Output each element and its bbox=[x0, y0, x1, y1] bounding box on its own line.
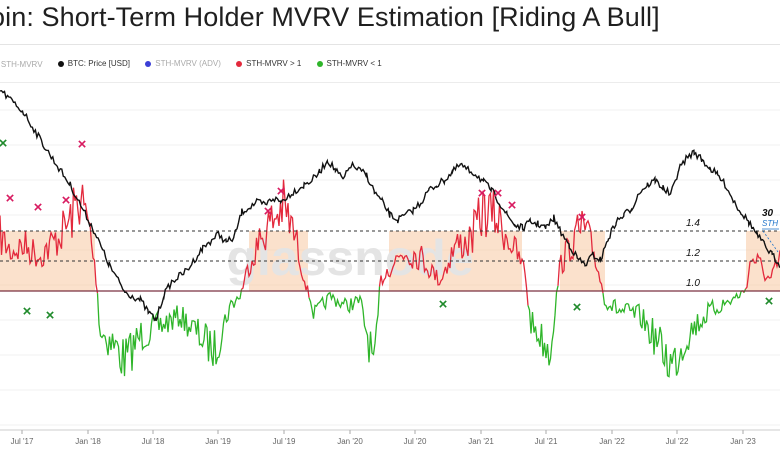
x-tick-label: Jul '19 bbox=[273, 437, 296, 446]
annotation-leader bbox=[762, 230, 779, 253]
sth-mvrv-above-1-line bbox=[0, 184, 99, 294]
x-tick-label: Jan '23 bbox=[730, 437, 756, 446]
cycle-top-marker: × bbox=[62, 192, 71, 209]
legend-divider bbox=[0, 82, 780, 83]
sth-mvrv-above-1-line bbox=[241, 179, 310, 298]
reference-label: 1.0 bbox=[686, 278, 700, 289]
x-tick-label: Jul '17 bbox=[11, 437, 34, 446]
sth-mvrv-below-1-line bbox=[527, 285, 559, 366]
x-tick-label: Jan '19 bbox=[205, 437, 231, 446]
watermark: glassnode bbox=[226, 230, 473, 286]
legend-label: STH-MVRV < 1 bbox=[326, 59, 382, 68]
annotation-value: 30 bbox=[762, 208, 774, 219]
legend-swatch-icon bbox=[57, 60, 64, 67]
annotation-subtext: STH bbox=[762, 219, 778, 228]
cycle-top-marker: × bbox=[578, 209, 587, 226]
legend-item-sth-mvrv[interactable]: = STH-MVRV bbox=[0, 60, 43, 69]
x-tick-label: Jan '21 bbox=[468, 437, 494, 446]
legend-label: = STH-MVRV bbox=[0, 59, 43, 69]
legend-item-sth-mvrv-adv[interactable]: STH-MVRV (ADV) bbox=[145, 59, 221, 68]
x-tick-label: Jan '22 bbox=[599, 437, 625, 446]
cycle-bottom-marker: × bbox=[765, 293, 774, 310]
legend-label: STH-MVRV > 1 bbox=[246, 59, 302, 68]
sth-mvrv-below-1-line bbox=[308, 286, 381, 363]
legend-item-btc-price[interactable]: BTC: Price [USD] bbox=[57, 59, 130, 68]
x-tick-label: Jul '22 bbox=[666, 437, 689, 446]
cycle-bottom-marker: × bbox=[23, 303, 32, 320]
btc-price-line bbox=[0, 89, 780, 322]
sth-mvrv-below-1-line bbox=[602, 289, 743, 378]
reference-label: 1.4 bbox=[686, 218, 700, 229]
cycle-bottom-marker: × bbox=[439, 296, 448, 313]
legend-label: BTC: Price [USD] bbox=[67, 59, 130, 68]
cycle-top-marker: × bbox=[34, 199, 43, 216]
cycle-top-marker: × bbox=[78, 136, 87, 153]
legend-swatch-icon bbox=[316, 60, 323, 67]
x-tick-label: Jul '21 bbox=[535, 437, 558, 446]
cycle-bottom-marker: × bbox=[46, 307, 55, 324]
sth-mvrv-above-1-line bbox=[378, 189, 529, 306]
sth-mvrv-above-1-line bbox=[557, 210, 604, 294]
cycle-top-marker: × bbox=[508, 197, 517, 214]
cycle-top-marker: × bbox=[6, 190, 15, 207]
sth-mvrv-below-1-line bbox=[96, 289, 243, 377]
x-tick-label: Jan '18 bbox=[75, 437, 101, 446]
cycle-top-marker: × bbox=[494, 185, 503, 202]
title-divider bbox=[0, 44, 780, 45]
legend-item-sth-mvrv-above-1[interactable]: STH-MVRV > 1 bbox=[236, 59, 301, 68]
legend-item-sth-mvrv-below-1[interactable]: STH-MVRV < 1 bbox=[316, 59, 382, 68]
legend-label: STH-MVRV (ADV) bbox=[155, 59, 221, 68]
legend: = STH-MVRV BTC: Price [USD] STH-MVRV (AD… bbox=[0, 59, 395, 75]
x-tick-label: Jul '20 bbox=[404, 437, 427, 446]
cycle-top-marker: × bbox=[0, 135, 8, 152]
cycle-top-marker: × bbox=[478, 185, 487, 202]
x-tick-label: Jul '18 bbox=[142, 437, 165, 446]
cycle-top-marker: × bbox=[264, 203, 273, 220]
reference-label: 1.2 bbox=[686, 248, 700, 259]
cycle-top-marker: × bbox=[277, 183, 286, 200]
legend-swatch-icon bbox=[145, 60, 152, 67]
legend-swatch-icon bbox=[236, 60, 243, 67]
chart-title: oin: Short-Term Holder MVRV Estimation [… bbox=[0, 2, 660, 32]
x-tick-label: Jan '20 bbox=[337, 437, 363, 446]
cycle-bottom-marker: × bbox=[573, 299, 582, 316]
